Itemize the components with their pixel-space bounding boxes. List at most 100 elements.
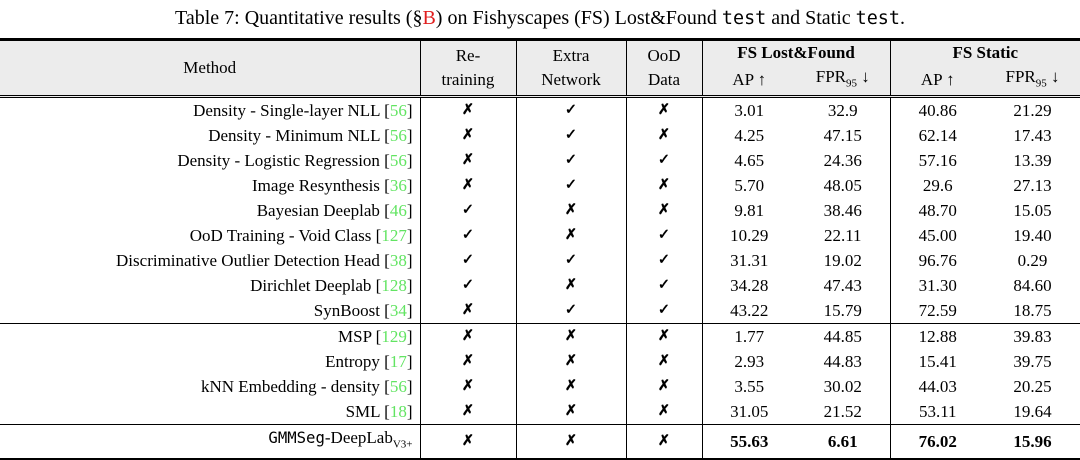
static-ap-value: 76.02 xyxy=(918,432,957,452)
table-row: Image Resynthesis [36] ✗ ✓ ✗ 5.70 48.05 29.6 27… xyxy=(0,173,1080,199)
method-name: SML [ xyxy=(345,402,390,422)
citation-link[interactable]: 129 xyxy=(381,327,407,347)
citation-link[interactable]: 127 xyxy=(381,226,407,246)
retraining-mark: ✗ xyxy=(420,323,517,350)
ood-data-mark: ✗ xyxy=(626,198,703,224)
extra-network-mark: ✓ xyxy=(516,96,627,124)
extra-network-mark: ✓ xyxy=(516,148,627,174)
ood-data-mark: ✓ xyxy=(626,298,703,325)
col-header-retraining: Re- training xyxy=(420,39,517,99)
ood-data-mark: ✗ xyxy=(626,323,703,350)
col-header-ood-data: OoD Data xyxy=(626,39,703,99)
citation-link[interactable]: 128 xyxy=(381,276,407,296)
retraining-mark: ✗ xyxy=(420,424,517,459)
citation-bracket: ] xyxy=(406,226,413,246)
table-row: Bayesian Deeplab [46] ✓ ✗ ✗ 9.81 38.46 48.70 15… xyxy=(0,198,1080,224)
lostfound-fpr-value: 19.02 xyxy=(796,248,891,274)
citation-bracket: ] xyxy=(406,301,413,321)
lostfound-fpr-value: 15.79 xyxy=(796,298,891,325)
col-header-ap-lostfound: AP ↑ xyxy=(702,65,796,99)
lostfound-ap-value: 10.29 xyxy=(730,226,769,246)
ood-data-mark: ✗ xyxy=(626,399,703,426)
table-row: SML [18] ✗ ✗ ✗ 31.05 21.52 53.11 19.64 xyxy=(0,399,1080,426)
table-header: Method Re- training Extra Network OoD Da… xyxy=(0,39,1080,99)
ood-data-mark: ✗ xyxy=(626,123,703,149)
method-cell: Bayesian Deeplab [46] xyxy=(0,198,421,224)
table-row: SynBoost [34] ✗ ✓ ✓ 43.22 15.79 72.59 18.75 xyxy=(0,298,1080,325)
static-ap-value: 31.30 xyxy=(918,276,957,296)
static-ap-value: 15.41 xyxy=(918,352,957,372)
citation-link[interactable]: 34 xyxy=(389,301,407,321)
ood-data-mark: ✓ xyxy=(626,248,703,274)
method-cell: Discriminative Outlier Detection Head [3… xyxy=(0,248,421,274)
table-caption: Table 7: Quantitative results (§B) on Fi… xyxy=(0,5,1080,32)
retraining-mark: ✗ xyxy=(420,399,517,426)
section-ref-link[interactable]: B xyxy=(422,7,436,29)
citation-link[interactable]: 38 xyxy=(389,251,407,271)
citation-link[interactable]: 18 xyxy=(389,402,407,422)
static-ap-value: 48.70 xyxy=(918,201,957,221)
static-fpr-value: 39.83 xyxy=(1013,327,1052,347)
fpr-subscript: 95 xyxy=(846,77,857,90)
retraining-mark: ✓ xyxy=(420,273,517,299)
down-arrow-icon: ↓ xyxy=(861,67,870,86)
retraining-mark: ✓ xyxy=(420,223,517,249)
lostfound-ap-value: 31.31 xyxy=(730,251,769,271)
citation-link[interactable]: 56 xyxy=(389,151,407,171)
static-ap-value: 45.00 xyxy=(918,226,957,246)
method-name-subscript: V3+ xyxy=(392,438,413,451)
static-ap-value: 72.59 xyxy=(890,298,985,325)
method-name: OoD Training - Void Class [ xyxy=(189,226,382,246)
static-fpr-value: 18.75 xyxy=(985,298,1080,325)
citation-bracket: ] xyxy=(406,126,413,146)
lostfound-ap-value: 31.05 xyxy=(702,399,796,426)
lostfound-fpr-value: 21.52 xyxy=(796,399,891,426)
citation-link[interactable]: 56 xyxy=(389,126,407,146)
citation-link[interactable]: 56 xyxy=(389,101,407,121)
table-row: kNN Embedding - density [56] ✗ ✗ ✗ 3.55 30.02… xyxy=(0,374,1080,400)
static-ap-value: 62.14 xyxy=(918,126,957,146)
citation-link[interactable]: 46 xyxy=(389,201,407,221)
lostfound-ap-value: 2.93 xyxy=(734,352,765,372)
table-row: Entropy [17] ✗ ✗ ✗ 2.93 44.83 15.41 39.75 xyxy=(0,349,1080,375)
lostfound-fpr-value: 30.02 xyxy=(796,374,891,400)
retraining-mark: ✗ xyxy=(420,349,517,375)
static-fpr-value: 84.60 xyxy=(1013,276,1052,296)
lostfound-ap-value: 1.77 xyxy=(734,327,765,347)
citation-link[interactable]: 56 xyxy=(389,377,407,397)
lostfound-ap-value: 43.22 xyxy=(702,298,796,325)
caption-mono-test-1: test xyxy=(721,8,767,29)
citation-link[interactable]: 17 xyxy=(389,352,407,372)
method-name: SynBoost [ xyxy=(313,301,390,321)
citation-link[interactable]: 36 xyxy=(389,176,407,196)
extra-network-mark: ✗ xyxy=(516,223,627,249)
lostfound-ap-value: 3.55 xyxy=(734,377,765,397)
retraining-mark: ✗ xyxy=(420,173,517,199)
caption-text-period: . xyxy=(899,7,905,29)
ood-data-mark: ✓ xyxy=(626,273,703,299)
col-header-retraining-line2: training xyxy=(441,70,495,90)
caption-mono-test-2: test xyxy=(855,8,900,29)
citation-bracket: ] xyxy=(406,101,413,121)
static-ap-value: 29.6 xyxy=(922,176,953,196)
up-arrow-icon: ↑ xyxy=(946,70,955,90)
group-header-fs-lostfound: FS Lost&Found xyxy=(702,39,891,65)
method-name: Dirichlet Deeplab [ xyxy=(250,276,382,296)
retraining-mark: ✗ xyxy=(420,298,517,325)
citation-bracket: ] xyxy=(406,151,413,171)
static-fpr-value: 21.29 xyxy=(1013,101,1052,121)
lostfound-fpr-value: 44.85 xyxy=(796,323,891,350)
static-fpr-value: 19.40 xyxy=(1013,226,1052,246)
static-fpr-value: 13.39 xyxy=(1013,151,1052,171)
fpr-label: FPR xyxy=(815,67,846,86)
static-ap-value: 40.86 xyxy=(918,101,957,121)
header-row-sub: AP ↑ FPR95 ↓ AP ↑ FPR95 ↓ xyxy=(0,65,1080,99)
col-header-fpr-static: FPR95 ↓ xyxy=(985,65,1080,99)
retraining-mark: ✗ xyxy=(420,374,517,400)
ood-data-mark: ✗ xyxy=(626,173,703,199)
extra-network-mark: ✓ xyxy=(516,248,627,274)
static-ap-value: 44.03 xyxy=(918,377,957,397)
lostfound-ap-value: 34.28 xyxy=(730,276,769,296)
method-cell: OoD Training - Void Class [127] xyxy=(0,223,421,249)
static-fpr-value: 15.05 xyxy=(1013,201,1052,221)
